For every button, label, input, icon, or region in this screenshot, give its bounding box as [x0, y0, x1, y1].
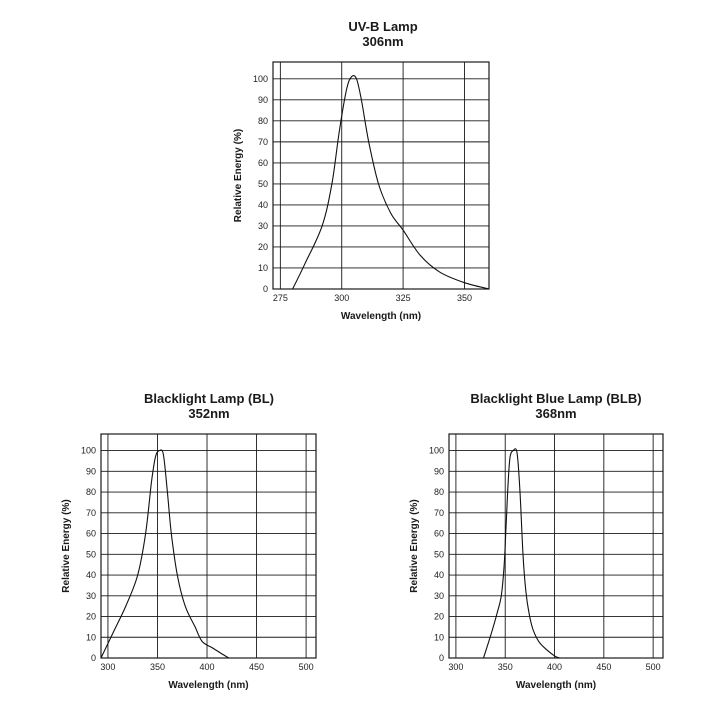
- spectrum-curve-series-1: [482, 448, 560, 659]
- x-tick-label: 300: [448, 662, 463, 672]
- y-tick-label: 100: [429, 446, 444, 456]
- x-tick-label: 350: [498, 662, 513, 672]
- chart-title: Blacklight Blue Lamp (BLB): [470, 391, 641, 406]
- y-tick-label: 50: [86, 549, 96, 559]
- chart-3: Blacklight Blue Lamp (BLB)368nm 0 10 20 30 40…: [409, 391, 664, 691]
- x-axis-label: Wavelength (nm): [341, 311, 421, 322]
- y-tick-label: 60: [258, 158, 268, 168]
- y-tick-label: 30: [86, 591, 96, 601]
- x-axis-label: Wavelength (nm): [516, 680, 596, 691]
- y-tick-label: 0: [91, 653, 96, 663]
- y-tick-label: 20: [258, 242, 268, 252]
- y-tick-label: 30: [258, 221, 268, 231]
- y-tick-label: 0: [263, 284, 268, 294]
- x-tick-label: 350: [457, 293, 472, 303]
- y-tick-label: 90: [258, 95, 268, 105]
- x-axis-label: Wavelength (nm): [168, 680, 248, 691]
- y-tick-label: 20: [86, 612, 96, 622]
- y-tick-label: 30: [434, 591, 444, 601]
- y-tick-label: 0: [439, 653, 444, 663]
- x-tick-label: 500: [299, 662, 314, 672]
- y-tick-label: 80: [434, 487, 444, 497]
- plot-frame: [448, 433, 664, 659]
- chart-2: Blacklight Lamp (BL)352nm 0 10 20 30 40 50 60 70…: [61, 391, 317, 691]
- y-axis-label: Relative Energy (%): [61, 499, 72, 592]
- y-tick-label: 40: [258, 200, 268, 210]
- y-axis-label: Relative Energy (%): [409, 499, 420, 592]
- y-tick-label: 10: [434, 632, 444, 642]
- y-tick-label: 70: [258, 137, 268, 147]
- y-tick-label: 80: [86, 487, 96, 497]
- x-tick-label: 275: [273, 293, 288, 303]
- x-tick-label: 325: [396, 293, 411, 303]
- y-tick-label: 50: [434, 549, 444, 559]
- y-tick-label: 60: [86, 529, 96, 539]
- chart-subtitle: 352nm: [188, 406, 229, 421]
- x-tick-label: 400: [547, 662, 562, 672]
- x-tick-label: 300: [334, 293, 349, 303]
- y-tick-label: 90: [86, 466, 96, 476]
- spectrum-curve-series-1: [100, 449, 230, 659]
- y-tick-label: 40: [434, 570, 444, 580]
- chart-title: UV-B Lamp: [348, 19, 417, 34]
- y-tick-label: 90: [434, 466, 444, 476]
- y-tick-label: 20: [434, 612, 444, 622]
- x-tick-label: 350: [150, 662, 165, 672]
- y-tick-label: 40: [86, 570, 96, 580]
- y-tick-label: 10: [258, 263, 268, 273]
- x-tick-label: 400: [199, 662, 214, 672]
- chart-subtitle: 368nm: [535, 406, 576, 421]
- y-axis-label: Relative Energy (%): [233, 129, 244, 222]
- x-tick-label: 300: [100, 662, 115, 672]
- y-tick-label: 60: [434, 529, 444, 539]
- y-tick-label: 70: [434, 508, 444, 518]
- chart-title: Blacklight Lamp (BL): [144, 391, 274, 406]
- y-tick-label: 70: [86, 508, 96, 518]
- plot-frame: [100, 433, 317, 659]
- x-tick-label: 500: [646, 662, 661, 672]
- chart-subtitle: 306nm: [362, 34, 403, 49]
- y-tick-label: 80: [258, 116, 268, 126]
- x-tick-label: 450: [596, 662, 611, 672]
- y-tick-label: 100: [81, 446, 96, 456]
- plot-frame: [272, 61, 490, 290]
- x-tick-label: 450: [249, 662, 264, 672]
- y-tick-label: 50: [258, 179, 268, 189]
- y-tick-label: 10: [86, 632, 96, 642]
- spectrum-curve-series-1: [292, 75, 490, 290]
- y-tick-label: 100: [253, 74, 268, 84]
